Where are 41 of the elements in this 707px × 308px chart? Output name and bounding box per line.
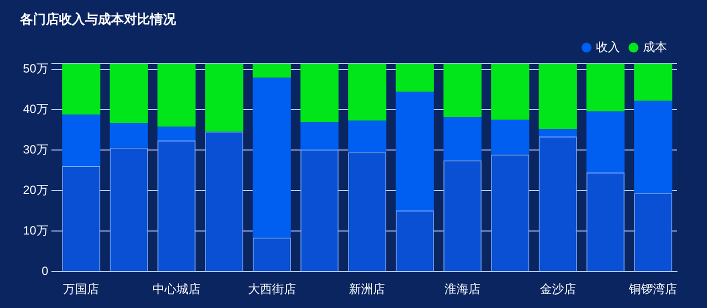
bar	[634, 100, 672, 194]
y-tick-label: 20万	[22, 182, 48, 197]
x-tick-label: 铜锣湾店	[628, 282, 678, 296]
bar	[205, 64, 244, 132]
bar	[157, 126, 196, 140]
y-tick-label: 50万	[22, 62, 48, 76]
bar	[443, 117, 482, 160]
x-tick-label: 万国店	[63, 282, 100, 296]
bar	[396, 92, 434, 210]
x-tick-label: 大西街店	[248, 282, 296, 296]
bar	[62, 64, 100, 115]
x-tick-label: 金沙店	[540, 282, 576, 296]
x-tick-label: 中心城店	[152, 282, 201, 296]
legend-label: 成本	[643, 40, 667, 54]
bar	[348, 120, 386, 152]
y-tick-label: 40万	[22, 102, 48, 116]
bar	[252, 64, 291, 78]
bar	[110, 64, 148, 124]
bar	[443, 64, 482, 118]
y-tick-label: 0	[42, 264, 49, 278]
x-tick-label: 新洲店	[349, 282, 386, 296]
bar	[396, 64, 434, 92]
bar	[252, 78, 291, 238]
bar	[157, 64, 196, 127]
x-tick-label: 淮海店	[444, 282, 481, 296]
bar	[62, 114, 100, 166]
bar	[110, 123, 148, 148]
y-tick-label: 10万	[22, 223, 48, 238]
bar	[538, 129, 577, 136]
bar	[586, 111, 625, 172]
bar	[300, 122, 339, 150]
bar	[348, 64, 386, 121]
bar	[586, 64, 625, 112]
chart-title: 各门店收入与成本对比情况	[19, 11, 177, 26]
bar	[491, 64, 530, 120]
bar	[300, 64, 339, 122]
legend-label: 收入	[596, 40, 620, 54]
bar	[538, 64, 577, 130]
bar	[491, 120, 530, 155]
bar	[634, 64, 672, 101]
y-tick-label: 30万	[22, 142, 48, 157]
